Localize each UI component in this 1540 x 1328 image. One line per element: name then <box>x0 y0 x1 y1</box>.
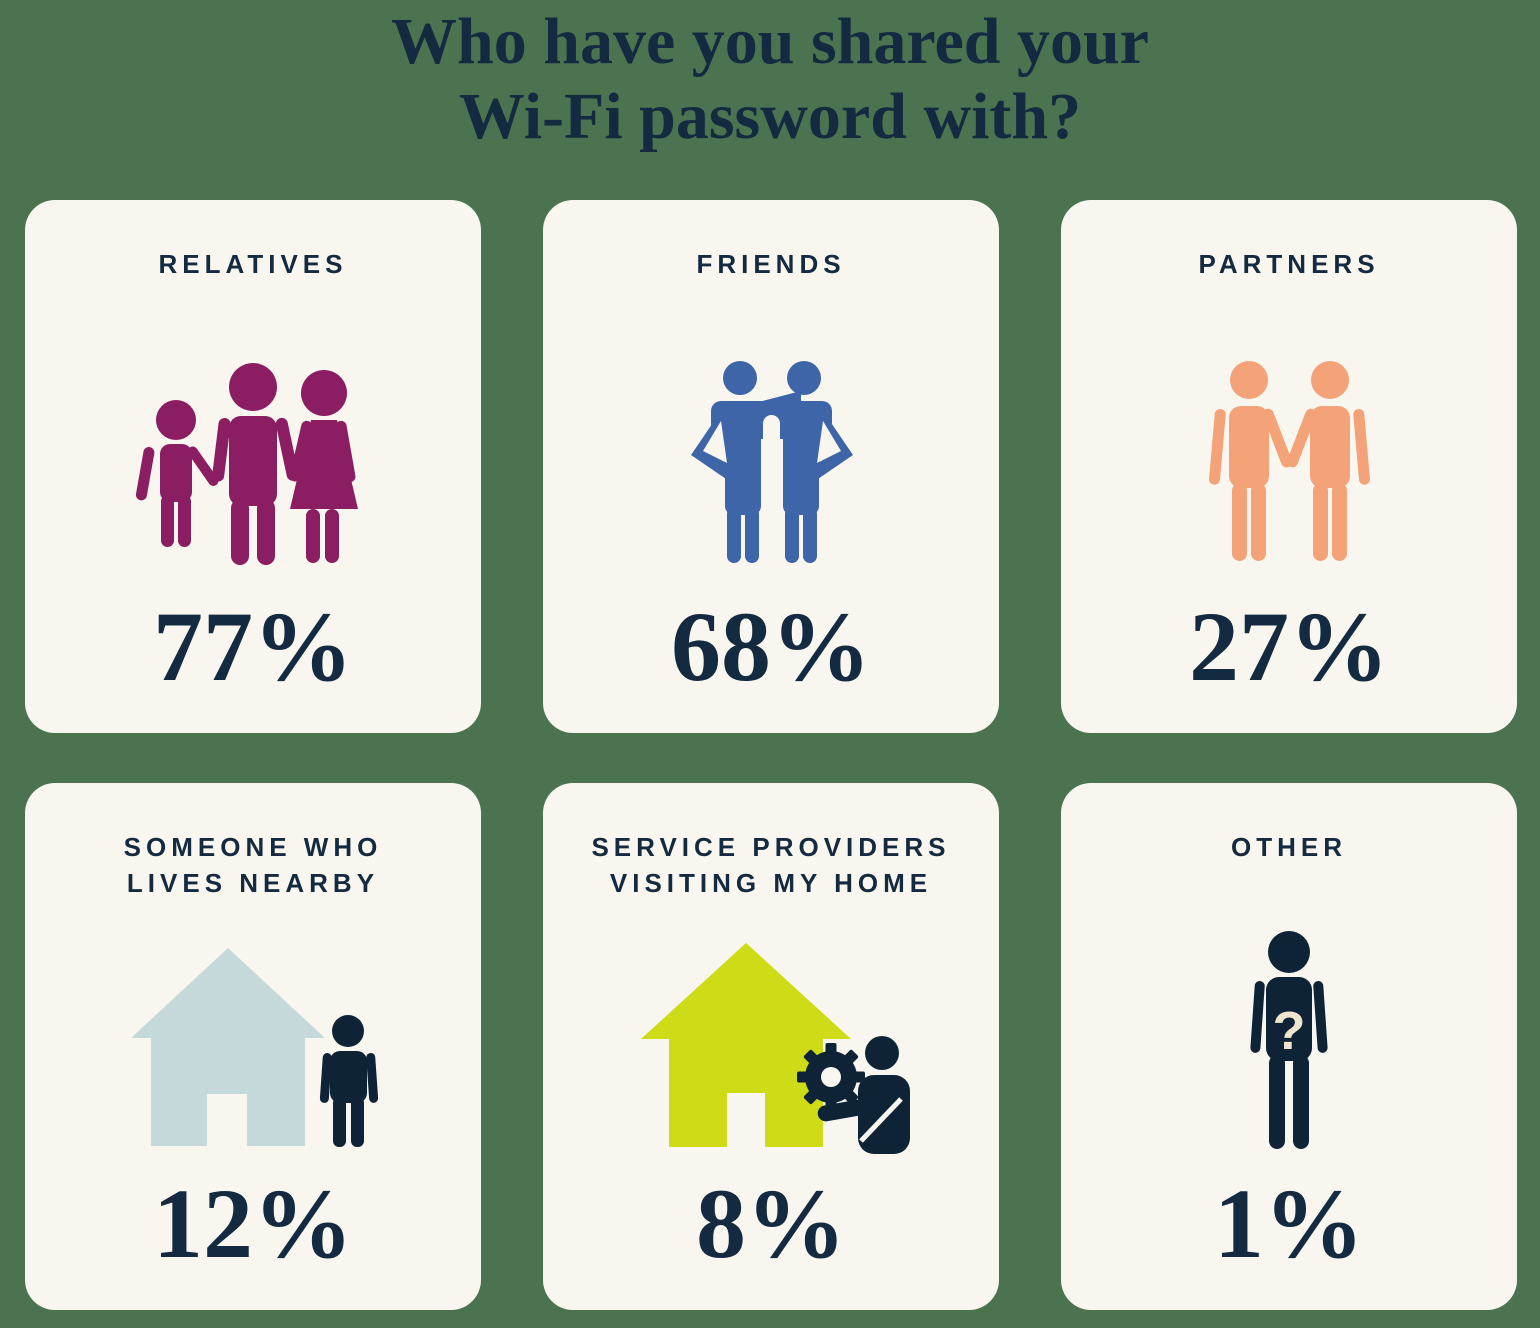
gear-icon <box>796 1043 865 1111</box>
card-value: 12% <box>153 1168 353 1279</box>
card-label: SOMEONE WHO LIVES NEARBY <box>123 832 383 899</box>
card-service-providers: SERVICE PROVIDERS VISITING MY HOME <box>543 783 999 1310</box>
card-label: PARTNERS <box>1198 249 1380 279</box>
card-label: OTHER <box>1231 832 1347 862</box>
card-label: RELATIVES <box>158 249 348 279</box>
card-other: OTHER ? 1% <box>1061 783 1517 1310</box>
card-friends: FRIENDS <box>543 200 999 733</box>
page-title: Who have you shared your Wi-Fi password … <box>391 5 1149 154</box>
person-question-icon: ? <box>1250 931 1328 1149</box>
card-someone-nearby: SOMEONE WHO LIVES NEARBY 12% <box>25 783 481 1310</box>
card-relatives: RELATIVES <box>25 200 481 733</box>
friends-icon <box>690 361 853 563</box>
question-mark-glyph: ? <box>1273 1001 1306 1061</box>
card-label: SERVICE PROVIDERS VISITING MY HOME <box>591 832 951 899</box>
card-value: 68% <box>671 591 871 702</box>
card-partners: PARTNERS 27% <box>1061 200 1517 733</box>
card-label: FRIENDS <box>696 249 846 279</box>
family-icon <box>135 362 358 565</box>
card-value: 8% <box>696 1168 846 1279</box>
card-value: 1% <box>1214 1168 1364 1279</box>
card-value: 77% <box>153 591 353 702</box>
house-person-icon <box>130 948 378 1147</box>
house-gear-person-icon <box>640 943 910 1154</box>
partners-icon <box>1208 361 1370 561</box>
card-grid: RELATIVES <box>25 200 1517 1310</box>
card-value: 27% <box>1189 591 1389 702</box>
